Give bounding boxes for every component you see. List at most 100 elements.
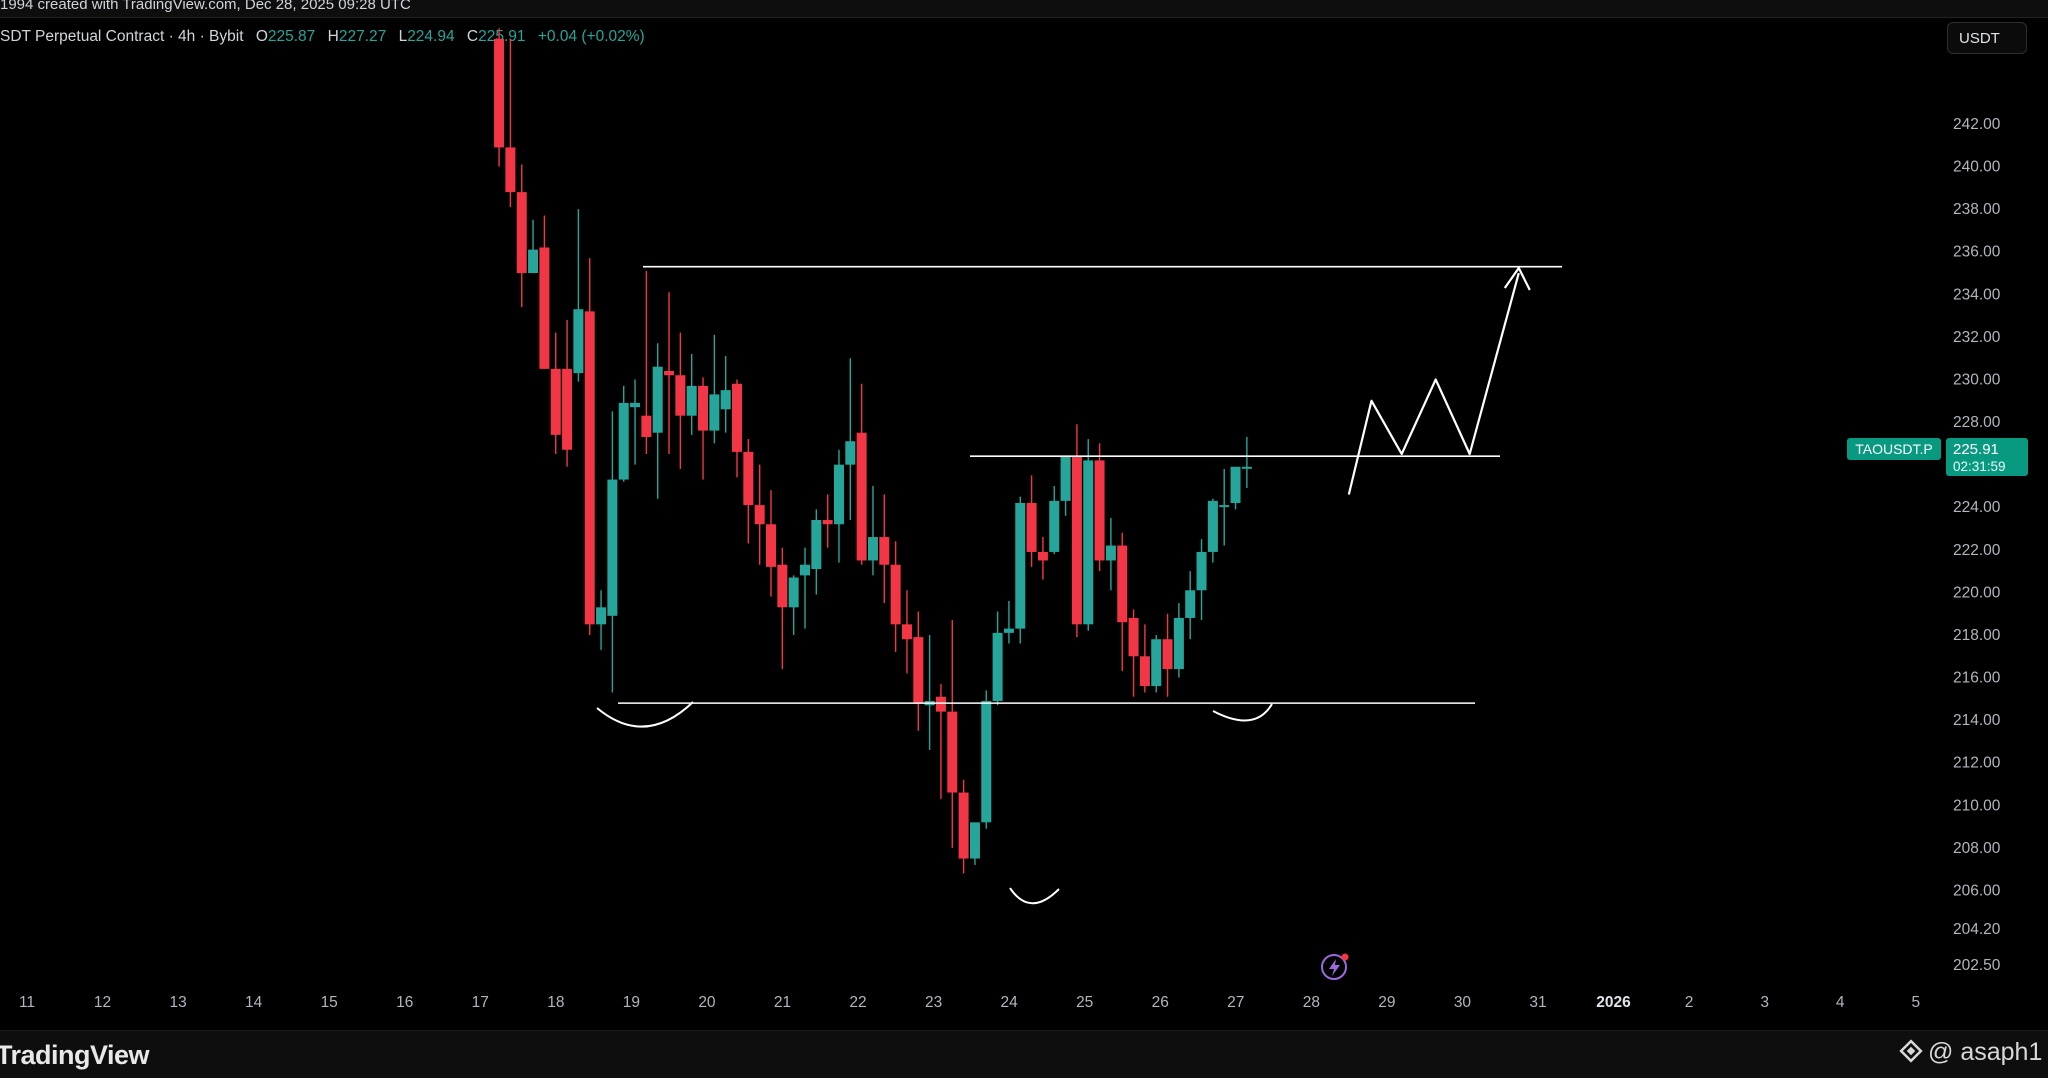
- last-price-tag[interactable]: [1946, 438, 2028, 476]
- candle-body[interactable]: [777, 564, 788, 608]
- legend-high-value: 227.27: [338, 28, 387, 45]
- candle-body[interactable]: [766, 524, 777, 567]
- candle-body[interactable]: [720, 390, 731, 410]
- candle-body[interactable]: [584, 311, 595, 625]
- price-scale-label: 204.20: [1953, 921, 2001, 938]
- time-scale-label: 23: [925, 994, 942, 1011]
- candle-body[interactable]: [845, 441, 856, 465]
- candle-body[interactable]: [1094, 460, 1105, 561]
- candle-body[interactable]: [573, 309, 584, 374]
- candle-body[interactable]: [1037, 551, 1048, 561]
- projection-path[interactable]: [1347, 272, 1520, 495]
- legend-open-value: 225.87: [267, 28, 316, 45]
- price-countdown: 02:31:59: [1953, 459, 2006, 474]
- candle-body[interactable]: [1219, 505, 1230, 508]
- candle-body[interactable]: [1015, 502, 1026, 629]
- candle-body[interactable]: [641, 415, 652, 437]
- candle-body[interactable]: [675, 375, 686, 416]
- candle-body[interactable]: [799, 564, 810, 576]
- user-badge-icon: [1899, 1039, 1923, 1063]
- candle-body[interactable]: [879, 537, 890, 565]
- candle-body[interactable]: [686, 385, 697, 416]
- candle-body[interactable]: [516, 192, 527, 274]
- candle-body[interactable]: [1049, 500, 1060, 552]
- candle-body[interactable]: [698, 385, 709, 431]
- price-chart[interactable]: TAOUSDT.P 225.9102:31:59242.00240.00238.0…: [0, 0, 2048, 1030]
- candle-body[interactable]: [1241, 466, 1252, 469]
- candle-body[interactable]: [1060, 456, 1071, 501]
- candle-body[interactable]: [890, 564, 901, 625]
- candle-body[interactable]: [1196, 551, 1207, 591]
- candle-body[interactable]: [1083, 460, 1094, 625]
- symbol-price-tag[interactable]: [1847, 438, 1941, 460]
- time-scale-label: 24: [1001, 994, 1019, 1011]
- price-scale-label: 212.00: [1953, 755, 2001, 772]
- candle-body[interactable]: [732, 383, 743, 452]
- candle-body[interactable]: [833, 464, 844, 525]
- candle-body[interactable]: [867, 537, 878, 561]
- candle-body[interactable]: [1151, 639, 1162, 687]
- candle-body[interactable]: [550, 368, 561, 435]
- right-shoulder-arc[interactable]: [1212, 703, 1273, 722]
- candle-body[interactable]: [947, 711, 958, 793]
- time-scale-label: 2: [1685, 994, 1694, 1011]
- lightning-icon[interactable]: [1321, 954, 1347, 980]
- time-scale-label: 18: [547, 994, 564, 1011]
- candle-body[interactable]: [1207, 500, 1218, 552]
- candle-body[interactable]: [992, 632, 1003, 701]
- author-username: @ asaph1: [1928, 1038, 2043, 1066]
- candle-body[interactable]: [607, 479, 618, 616]
- candle-body[interactable]: [664, 370, 675, 376]
- candle-body[interactable]: [539, 247, 550, 369]
- candle-body[interactable]: [913, 637, 924, 704]
- candle-body[interactable]: [562, 368, 573, 450]
- legend-close-value: 225.91: [478, 28, 526, 45]
- tradingview-logo[interactable]: TradingView: [0, 1040, 150, 1071]
- candle-body[interactable]: [1185, 590, 1196, 618]
- candle-body[interactable]: [935, 696, 946, 712]
- candle-body[interactable]: [1117, 545, 1128, 623]
- time-scale-label: 13: [169, 994, 186, 1011]
- price-scale-label: 202.50: [1953, 957, 2001, 974]
- candle-body[interactable]: [630, 402, 641, 408]
- candle-body[interactable]: [822, 520, 833, 525]
- candle-body[interactable]: [1162, 639, 1173, 670]
- candle-body[interactable]: [1003, 628, 1014, 633]
- candle-body[interactable]: [1230, 466, 1241, 503]
- candle-body[interactable]: [958, 792, 969, 859]
- candle-body[interactable]: [1026, 502, 1037, 552]
- candle-body[interactable]: [596, 607, 607, 625]
- currency-button[interactable]: USDT: [1947, 22, 2027, 54]
- author-badge[interactable]: @ asaph1: [1898, 1038, 2042, 1067]
- candle-body[interactable]: [528, 249, 539, 274]
- candle-body[interactable]: [969, 822, 980, 859]
- head-arc[interactable]: [1009, 887, 1060, 905]
- candle-body[interactable]: [1173, 617, 1184, 670]
- lightning-bolt: [1329, 959, 1340, 976]
- candle-body[interactable]: [494, 38, 505, 148]
- candle-body[interactable]: [754, 505, 765, 525]
- candle-body[interactable]: [811, 520, 822, 569]
- notification-dot: [1341, 953, 1349, 961]
- candle-body[interactable]: [1071, 456, 1082, 625]
- price-scale-label: 230.00: [1953, 371, 2001, 388]
- candle-body[interactable]: [743, 451, 754, 506]
- price-scale-label: 240.00: [1953, 159, 2001, 176]
- candle-body[interactable]: [788, 577, 799, 608]
- legend-open-label: O: [255, 28, 268, 45]
- price-scale-label: 222.00: [1953, 542, 2001, 559]
- candle-body[interactable]: [709, 394, 720, 431]
- snapshot-text: 1994 created with TradingView.com, Dec 2…: [0, 0, 411, 13]
- time-scale-label: 21: [774, 994, 791, 1011]
- candle-body[interactable]: [1128, 617, 1139, 657]
- candle-body[interactable]: [505, 147, 516, 193]
- left-shoulder-arc[interactable]: [596, 701, 694, 728]
- candle-body[interactable]: [1139, 656, 1150, 687]
- candle-body[interactable]: [618, 402, 629, 480]
- candle-body[interactable]: [856, 432, 867, 561]
- candle-body[interactable]: [1105, 545, 1116, 561]
- candle-body[interactable]: [981, 700, 992, 823]
- legend-symbol[interactable]: SDT Perpetual Contract · 4h · Bybit: [0, 28, 244, 45]
- candle-body[interactable]: [652, 366, 663, 433]
- candle-body[interactable]: [901, 624, 912, 640]
